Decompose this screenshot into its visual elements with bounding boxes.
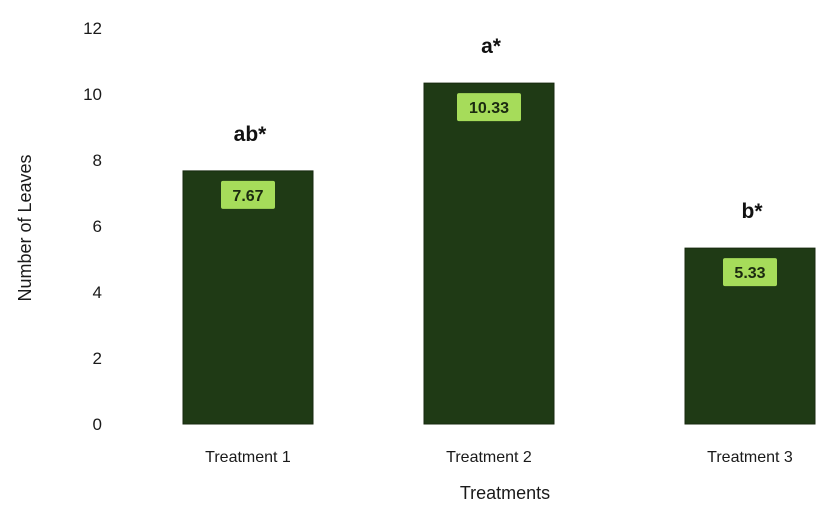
data-label-box: [221, 180, 275, 209]
bar: [423, 82, 555, 425]
bars: 7.67 ab* 10.33 a* 5.33 b*: [182, 35, 816, 425]
y-tick-label: 0: [93, 415, 102, 434]
significance-label: a*: [481, 35, 502, 58]
data-label-box: [723, 258, 777, 287]
y-tick-label: 10: [83, 85, 102, 104]
data-label: 5.33: [734, 265, 765, 282]
significance-label: b*: [742, 200, 764, 223]
bar: [182, 170, 314, 425]
y-tick-label: 4: [93, 283, 102, 302]
y-tick-label: 2: [93, 349, 102, 368]
category-label: Treatment 1: [205, 449, 291, 466]
category-label: Treatment 3: [707, 449, 793, 466]
data-label: 7.67: [232, 188, 263, 205]
y-axis-title: Number of Leaves: [15, 154, 35, 301]
y-tick-label: 8: [93, 151, 102, 170]
category-label: Treatment 2: [446, 449, 532, 466]
data-label-box: [457, 93, 521, 122]
x-axis-title: Treatments: [460, 483, 550, 503]
significance-label: ab*: [234, 123, 268, 146]
y-axis-ticks: 0 2 4 6 8 10 12: [83, 19, 102, 434]
x-axis-tick-labels: Treatment 1 Treatment 2 Treatment 3: [205, 449, 793, 466]
y-tick-label: 12: [83, 19, 102, 38]
data-label: 10.33: [469, 100, 509, 117]
y-tick-label: 6: [93, 217, 102, 236]
